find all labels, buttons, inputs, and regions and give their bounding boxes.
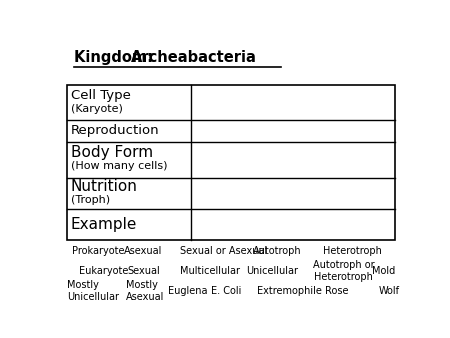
Text: Multicellular: Multicellular xyxy=(180,266,240,276)
Text: Mostly
Asexual: Mostly Asexual xyxy=(126,280,164,302)
Text: Asexual: Asexual xyxy=(124,246,162,256)
Text: E. Coli: E. Coli xyxy=(212,286,242,296)
Text: Kingdom:: Kingdom: xyxy=(74,50,163,65)
Text: Nutrition: Nutrition xyxy=(71,179,138,194)
Text: (Karyote): (Karyote) xyxy=(71,104,123,114)
Text: Unicellular: Unicellular xyxy=(246,266,298,276)
Text: Extremophile: Extremophile xyxy=(257,286,322,296)
Text: Archeabacteria: Archeabacteria xyxy=(131,50,257,65)
Text: Mold: Mold xyxy=(372,266,395,276)
Text: Prokaryote: Prokaryote xyxy=(72,246,125,256)
Text: Euglena: Euglena xyxy=(168,286,207,296)
Text: (How many cells): (How many cells) xyxy=(71,161,167,171)
Text: Body Form: Body Form xyxy=(71,145,153,160)
Text: Sexual: Sexual xyxy=(128,266,161,276)
Bar xyxy=(67,85,395,240)
Text: Sexual or Asexual: Sexual or Asexual xyxy=(180,246,267,256)
Text: Reproduction: Reproduction xyxy=(71,124,159,137)
Text: Eukaryote: Eukaryote xyxy=(79,266,128,276)
Text: Wolf: Wolf xyxy=(379,286,400,296)
Text: Rose: Rose xyxy=(325,286,348,296)
Text: Example: Example xyxy=(71,217,137,232)
Text: Cell Type: Cell Type xyxy=(71,89,131,102)
Text: Heterotroph: Heterotroph xyxy=(323,246,382,256)
Text: (Troph): (Troph) xyxy=(71,195,110,205)
Text: Autotroph: Autotroph xyxy=(253,246,302,256)
Text: Mostly
Unicellular: Mostly Unicellular xyxy=(67,280,119,302)
Text: Autotroph or
Heterotroph: Autotroph or Heterotroph xyxy=(313,260,374,282)
